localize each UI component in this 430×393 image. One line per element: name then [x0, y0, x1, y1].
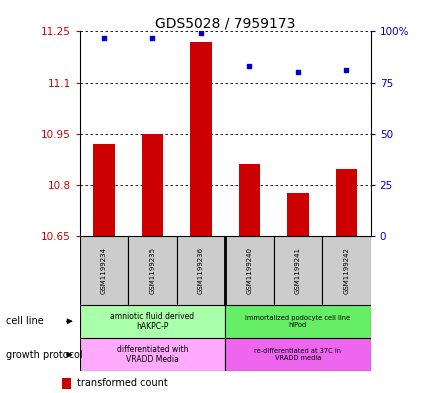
Point: [197, 30, 204, 37]
Text: transformed count: transformed count: [77, 378, 167, 388]
Text: growth protocol: growth protocol: [6, 350, 83, 360]
Bar: [80, 236, 128, 305]
Point: [100, 35, 107, 41]
Point: [342, 67, 349, 73]
Title: GDS5028 / 7959173: GDS5028 / 7959173: [155, 16, 295, 30]
Bar: [128, 236, 176, 305]
Point: [246, 63, 252, 69]
Text: GSM1199242: GSM1199242: [343, 247, 349, 294]
Bar: [224, 305, 370, 338]
Point: [149, 35, 156, 41]
Bar: [190, 42, 212, 236]
Text: cell line: cell line: [6, 316, 44, 326]
Bar: [93, 144, 115, 236]
Text: GSM1199240: GSM1199240: [246, 247, 252, 294]
Bar: [176, 236, 224, 305]
Text: amniotic fluid derived
hAKPC-P: amniotic fluid derived hAKPC-P: [110, 312, 194, 331]
Bar: [80, 338, 224, 371]
Point: [294, 69, 301, 75]
Bar: [62, 378, 71, 389]
Text: GSM1199234: GSM1199234: [101, 247, 107, 294]
Bar: [141, 134, 163, 236]
Bar: [286, 193, 308, 236]
Text: immortalized podocyte cell line
hIPod: immortalized podocyte cell line hIPod: [245, 315, 350, 328]
Text: GSM1199241: GSM1199241: [294, 247, 300, 294]
Text: differentiated with
VRADD Media: differentiated with VRADD Media: [117, 345, 188, 364]
Text: GSM1199235: GSM1199235: [149, 247, 155, 294]
Text: re-differentiated at 37C in
VRADD media: re-differentiated at 37C in VRADD media: [254, 348, 341, 361]
Bar: [224, 236, 273, 305]
Bar: [273, 236, 322, 305]
Bar: [322, 236, 370, 305]
Bar: [335, 169, 356, 236]
Bar: [238, 164, 260, 236]
Bar: [80, 305, 224, 338]
Bar: [224, 338, 370, 371]
Text: GSM1199236: GSM1199236: [197, 247, 203, 294]
